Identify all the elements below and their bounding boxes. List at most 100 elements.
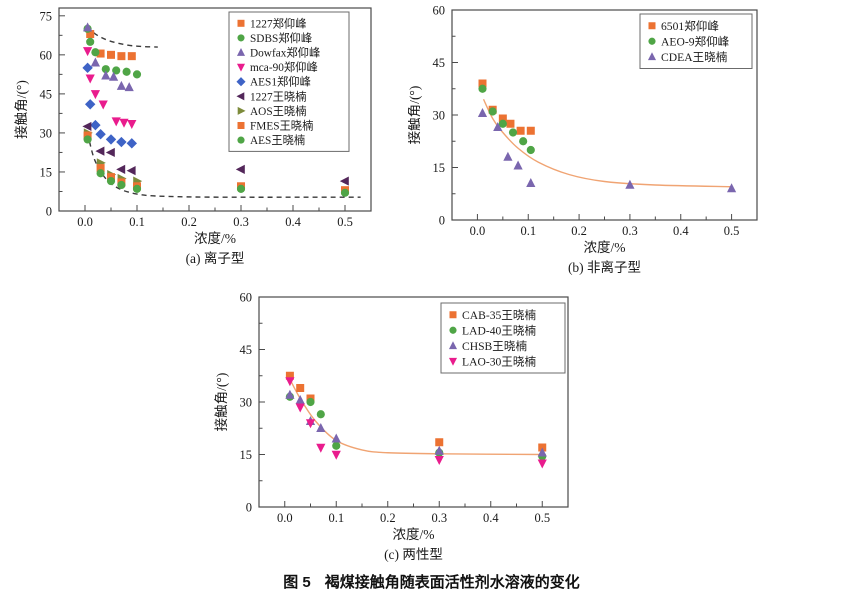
circle-marker <box>236 184 246 193</box>
triangle-up-marker <box>116 80 126 90</box>
x-tick-label: 0.0 <box>470 224 486 238</box>
triangle-left-marker <box>339 176 349 186</box>
y-axis-label: 接触角/(°) <box>13 80 29 139</box>
legend-label: CHSB王晓楠 <box>462 339 527 353</box>
diamond-marker <box>236 77 246 87</box>
triangle-left-marker <box>105 147 115 158</box>
figure-caption-label: 图 5 <box>283 574 311 591</box>
y-tick-label: 15 <box>40 165 53 179</box>
x-tick-label: 0.3 <box>622 224 638 238</box>
y-tick-label: 30 <box>433 109 446 123</box>
x-tick-label: 0.5 <box>337 215 353 229</box>
circle-marker <box>488 107 497 116</box>
triangle-up-marker <box>434 445 444 455</box>
circle-marker <box>91 48 100 57</box>
triangle-down-marker <box>83 47 93 57</box>
triangle-down-marker <box>448 357 458 366</box>
y-tick-label: 60 <box>240 291 253 305</box>
triangle-up-marker <box>477 108 488 118</box>
y-tick-label: 45 <box>433 56 446 70</box>
triangle-down-marker <box>434 455 444 465</box>
y-tick-label: 0 <box>46 205 52 219</box>
y-tick-label: 30 <box>240 396 253 410</box>
x-tick-label: 0.3 <box>233 215 249 229</box>
circle-marker <box>519 137 528 146</box>
y-tick-label: 15 <box>240 448 253 462</box>
triangle-left-marker <box>236 92 245 101</box>
series-points-5 <box>82 121 349 186</box>
legend-label: LAD-40王晓楠 <box>462 323 536 337</box>
envelope-curve <box>87 25 158 48</box>
circle-marker <box>498 119 507 128</box>
circle-marker <box>117 180 126 190</box>
triangle-up-marker <box>625 179 635 189</box>
diamond-marker <box>82 62 93 74</box>
triangle-up-marker <box>236 47 246 56</box>
y-tick-label: 45 <box>40 87 53 101</box>
chart-caption: (c) 两性型 <box>384 547 443 562</box>
diamond-marker <box>85 99 96 110</box>
diamond-marker <box>95 129 106 140</box>
y-tick-label: 45 <box>240 343 253 357</box>
y-tick-label: 30 <box>40 126 53 140</box>
axes-ticks <box>59 15 346 212</box>
series-points-1 <box>285 392 547 461</box>
circle-marker <box>132 184 142 193</box>
circle-marker <box>648 37 656 45</box>
chart-caption: (a) 离子型 <box>186 250 245 266</box>
triangle-down-marker <box>98 100 108 110</box>
x-tick-label: 0.2 <box>380 511 396 525</box>
axes-ticks <box>452 9 733 221</box>
triangle-down-marker <box>85 74 95 84</box>
legend-label: 1227郑仰峰 <box>250 16 307 30</box>
legend: 1227郑仰峰SDBS郑仰峰Dowfax郑仰峰mca-90郑仰峰AES1郑仰峰1… <box>228 11 350 152</box>
triangle-down-marker <box>295 403 305 413</box>
x-axis-label: 浓度/% <box>194 231 236 246</box>
figure-caption-text: 褐煤接触角随表面活性剂水溶液的变化 <box>324 574 580 591</box>
square-marker <box>117 52 126 61</box>
triangle-right-marker <box>237 106 246 115</box>
diamond-marker <box>116 136 127 148</box>
triangle-down-marker <box>90 90 100 100</box>
x-axis-label: 浓度/% <box>584 240 626 255</box>
square-marker <box>498 114 507 123</box>
series-points-2 <box>477 108 737 193</box>
square-marker <box>96 49 105 58</box>
square-marker <box>449 311 457 319</box>
x-tick-label: 0.5 <box>534 511 550 525</box>
triangle-down-marker <box>537 459 547 469</box>
y-tick-label: 60 <box>40 48 53 62</box>
legend-label: LAO-30王晓楠 <box>462 354 536 368</box>
series-points-0 <box>285 371 547 452</box>
legend-label: FMES王晓楠 <box>250 119 313 133</box>
diamond-marker <box>105 134 117 145</box>
fit-curve <box>482 98 732 188</box>
series-points-8 <box>83 135 350 197</box>
square-marker <box>648 22 656 30</box>
circle-marker <box>526 145 535 155</box>
circle-marker <box>132 70 142 79</box>
legend-box <box>440 302 566 374</box>
y-tick-label: 15 <box>433 161 446 175</box>
square-marker <box>526 126 535 135</box>
triangle-down-marker <box>305 419 316 429</box>
x-tick-label: 0.2 <box>571 224 587 238</box>
legend-label: CDEA王晓楠 <box>661 50 728 64</box>
y-tick-label: 60 <box>433 4 446 18</box>
x-tick-label: 0.1 <box>520 224 536 238</box>
x-tick-label: 0.2 <box>181 215 197 229</box>
diamond-marker <box>90 119 101 131</box>
square-marker <box>296 384 305 392</box>
triangle-up-marker <box>101 70 111 80</box>
x-tick-label: 0.1 <box>328 511 344 525</box>
triangle-up-marker <box>90 57 100 67</box>
square-marker <box>96 164 105 173</box>
legend-label: mca-90郑仰峰 <box>250 60 318 74</box>
legend-label: 6501郑仰峰 <box>661 19 719 33</box>
square-marker <box>435 438 444 447</box>
x-tick-label: 0.3 <box>431 511 447 525</box>
x-tick-label: 0.5 <box>724 224 740 238</box>
circle-marker <box>237 34 245 42</box>
